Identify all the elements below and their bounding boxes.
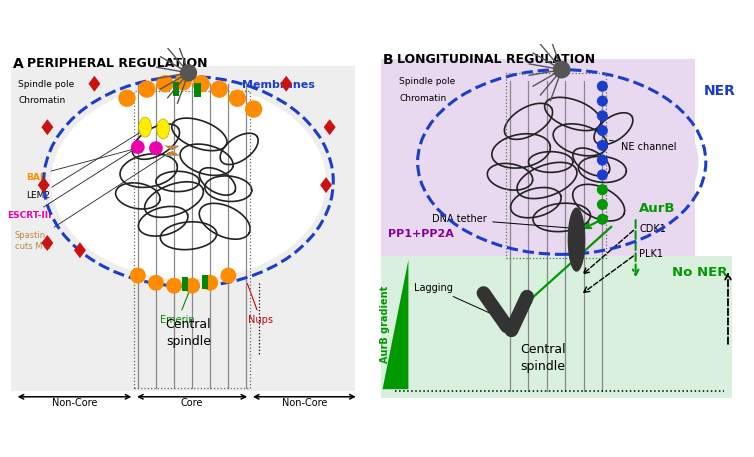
Polygon shape	[41, 119, 54, 135]
Circle shape	[180, 65, 197, 81]
Text: Chromatin: Chromatin	[399, 94, 446, 103]
Circle shape	[598, 170, 607, 180]
Circle shape	[598, 155, 607, 165]
Text: Non-Core: Non-Core	[282, 398, 327, 408]
Text: Membranes: Membranes	[242, 80, 315, 90]
Circle shape	[175, 74, 191, 90]
Circle shape	[221, 268, 235, 283]
Text: No NER: No NER	[673, 266, 728, 279]
Bar	[173, 82, 179, 96]
Ellipse shape	[51, 84, 326, 279]
Text: DNA tether: DNA tether	[432, 214, 574, 228]
Text: B: B	[382, 53, 393, 67]
FancyBboxPatch shape	[381, 256, 731, 399]
Text: Central
spindle: Central spindle	[520, 343, 566, 373]
Bar	[134, 91, 250, 388]
Text: Emerin: Emerin	[161, 287, 195, 325]
Circle shape	[553, 62, 570, 78]
Text: Nups: Nups	[247, 284, 274, 325]
Bar	[195, 83, 201, 97]
Polygon shape	[74, 242, 86, 258]
Circle shape	[598, 126, 607, 135]
Circle shape	[211, 81, 227, 97]
Polygon shape	[323, 119, 336, 135]
Circle shape	[149, 276, 163, 290]
Text: AurB: AurB	[639, 202, 676, 215]
Text: PERIPHERAL REGULATION: PERIPHERAL REGULATION	[27, 57, 208, 69]
Circle shape	[598, 141, 607, 150]
Text: Core: Core	[181, 398, 204, 408]
Text: ESCRT-III: ESCRT-III	[8, 149, 136, 220]
Polygon shape	[382, 260, 409, 389]
FancyBboxPatch shape	[11, 66, 355, 391]
Circle shape	[132, 141, 144, 153]
Polygon shape	[38, 177, 50, 193]
Circle shape	[150, 142, 162, 154]
Ellipse shape	[425, 77, 698, 247]
Text: A: A	[13, 57, 23, 70]
FancyBboxPatch shape	[381, 58, 694, 258]
Text: Chromatin: Chromatin	[18, 96, 66, 106]
Circle shape	[598, 111, 607, 121]
Circle shape	[167, 278, 181, 293]
Bar	[507, 73, 606, 258]
Text: Spindle pole: Spindle pole	[399, 77, 455, 86]
Circle shape	[130, 268, 145, 283]
Text: Central
spindle: Central spindle	[166, 319, 211, 348]
Text: NER: NER	[703, 85, 735, 98]
Circle shape	[229, 90, 245, 106]
Bar	[201, 275, 208, 289]
Text: Spastin
cuts MTs: Spastin cuts MTs	[15, 152, 170, 251]
Text: Lagging: Lagging	[414, 282, 496, 316]
Polygon shape	[280, 76, 293, 92]
Circle shape	[139, 81, 155, 97]
Polygon shape	[164, 146, 180, 156]
Text: CDK1: CDK1	[639, 223, 667, 234]
Text: BAF: BAF	[26, 148, 139, 182]
Ellipse shape	[139, 117, 152, 137]
Circle shape	[598, 96, 607, 106]
Circle shape	[598, 81, 607, 91]
Circle shape	[157, 76, 173, 92]
Circle shape	[185, 278, 199, 293]
Circle shape	[598, 200, 607, 209]
Text: Spindle pole: Spindle pole	[18, 80, 75, 89]
Ellipse shape	[157, 119, 170, 139]
Polygon shape	[41, 235, 54, 251]
Text: PLK1: PLK1	[639, 250, 664, 260]
Polygon shape	[569, 208, 584, 271]
Circle shape	[246, 101, 262, 117]
Bar	[182, 277, 188, 291]
Polygon shape	[320, 177, 332, 193]
Circle shape	[203, 276, 217, 290]
Text: LEM2: LEM2	[26, 128, 146, 201]
Circle shape	[598, 185, 607, 195]
Circle shape	[193, 76, 209, 92]
Text: Non-Core: Non-Core	[52, 398, 97, 408]
Text: AurB gradient: AurB gradient	[380, 286, 390, 363]
Circle shape	[119, 90, 135, 106]
Text: LONGITUDINAL REGULATION: LONGITUDINAL REGULATION	[397, 53, 596, 66]
Text: PP1+PP2A: PP1+PP2A	[388, 229, 454, 239]
Circle shape	[598, 214, 607, 224]
Polygon shape	[88, 76, 100, 92]
Text: NE channel: NE channel	[609, 140, 676, 152]
